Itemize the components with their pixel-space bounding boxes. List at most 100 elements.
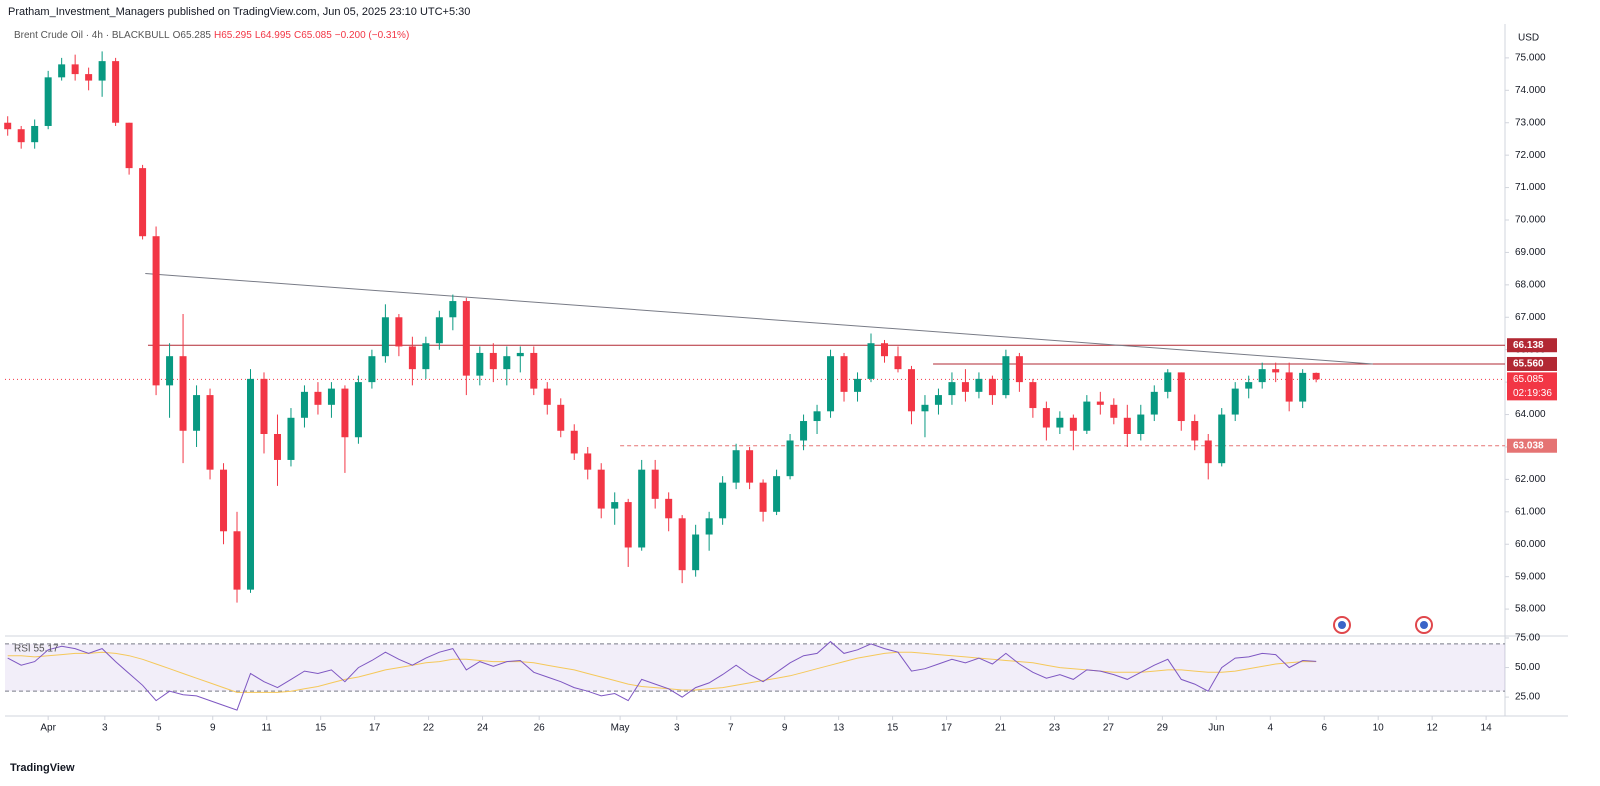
rsi-line (7, 640, 1317, 711)
legend-value: O65.285 (172, 30, 211, 41)
candle-body (220, 469, 228, 532)
candle-body (867, 343, 875, 379)
candle-body (1312, 372, 1320, 380)
candle-body (449, 301, 457, 318)
last-price-label: 65.085 (1513, 374, 1544, 385)
level-label: 66.138 (1513, 340, 1544, 351)
candle-body (773, 476, 781, 512)
candle-body (611, 502, 619, 509)
x-tick-label: 23 (1049, 723, 1061, 734)
candle-body (354, 382, 362, 438)
candle-body (1002, 356, 1010, 396)
candle-body (71, 64, 79, 75)
y-tick-label: 59.000 (1515, 571, 1546, 582)
candle-body (1110, 404, 1118, 418)
candle-body (1137, 414, 1145, 434)
legend-value: −0.200 (−0.31%) (334, 30, 410, 41)
candle-body (1015, 356, 1023, 383)
y-tick-label: 71.000 (1515, 182, 1546, 193)
candle-body (1191, 421, 1199, 441)
level-label: 65.560 (1513, 359, 1544, 370)
candle-body (1204, 440, 1212, 464)
x-tick-label: May (611, 723, 630, 734)
candle-body (85, 74, 93, 81)
rsi-label: RSI 55.17 (14, 644, 59, 655)
level-label-box (1507, 438, 1557, 453)
x-tick-label: 15 (887, 723, 899, 734)
countdown: 02:19:36 (1513, 388, 1552, 399)
event-icon (1333, 616, 1351, 634)
x-tick-label: 14 (1481, 723, 1493, 734)
candle-body (503, 356, 511, 370)
candle-body (1150, 391, 1158, 415)
candle-body (786, 440, 794, 477)
candle-body (854, 378, 862, 392)
y-tick-label: 64.000 (1515, 409, 1546, 420)
candle-body (894, 356, 902, 370)
candle-body (166, 356, 174, 386)
legend-value: L64.995 (254, 30, 291, 41)
candle-body (4, 122, 12, 130)
x-tick-label: 17 (369, 723, 381, 734)
candle-body (1056, 417, 1064, 428)
candle-body (840, 356, 848, 392)
candle-body (408, 346, 416, 370)
candle-body (1272, 369, 1280, 373)
candle-body (247, 378, 255, 590)
candle-body (233, 531, 241, 590)
candle-body (368, 356, 376, 383)
candle-body (961, 382, 969, 392)
candle-body (327, 388, 335, 405)
x-tick-label: 3 (102, 723, 108, 734)
x-tick-label: 13 (833, 723, 845, 734)
candle-body (934, 395, 942, 405)
candle-body (489, 352, 497, 370)
candle-body (813, 411, 821, 422)
candle-body (1299, 372, 1307, 402)
candle-body (1218, 414, 1226, 464)
candle-body (1123, 417, 1131, 434)
candle-body (58, 64, 66, 78)
candle-body (1245, 382, 1253, 389)
legend: Brent Crude Oil · 4h · BLACKBULL O65.285 H… (14, 30, 412, 41)
y-tick-label: 75.000 (1515, 53, 1546, 64)
x-tick-label: 9 (210, 723, 216, 734)
x-tick-label: 3 (674, 723, 680, 734)
candle-body (638, 469, 646, 548)
candle-body (988, 378, 996, 396)
candle-body (732, 450, 740, 483)
y-tick-label: 73.000 (1515, 117, 1546, 128)
candle-body (435, 317, 443, 344)
y-tick-label: 67.000 (1515, 312, 1546, 323)
candle-body (975, 378, 983, 392)
candle-body (193, 395, 201, 431)
x-tick-label: 26 (534, 723, 546, 734)
x-tick-label: 6 (1321, 723, 1327, 734)
x-tick-label: 22 (423, 723, 435, 734)
symbol: Brent Crude Oil · 4h · BLACKBULL (14, 30, 170, 41)
candle-body (1164, 372, 1172, 392)
publish-info: Pratham_Investment_Managers published on… (8, 6, 471, 18)
candle-body (665, 498, 673, 519)
y-tick-label: 74.000 (1515, 85, 1546, 96)
x-tick-label: 12 (1427, 723, 1439, 734)
candle-body (287, 417, 295, 460)
x-tick-label: 24 (477, 723, 489, 734)
candle-body (98, 61, 106, 81)
candle-body (273, 434, 281, 460)
currency: USD (1518, 33, 1539, 44)
candle-body (705, 518, 713, 535)
y-tick-label: 62.000 (1515, 474, 1546, 485)
y-tick-label: 72.000 (1515, 150, 1546, 161)
candle-body (1029, 382, 1037, 409)
event-icon (1415, 616, 1433, 634)
candle-body (1042, 408, 1050, 428)
y-tick-label: 69.000 (1515, 247, 1546, 258)
candle-body (152, 236, 160, 386)
x-tick-label: 7 (728, 723, 734, 734)
candle-body (651, 469, 659, 499)
y-tick-label: 58.000 (1515, 604, 1546, 615)
candle-body (17, 129, 25, 143)
